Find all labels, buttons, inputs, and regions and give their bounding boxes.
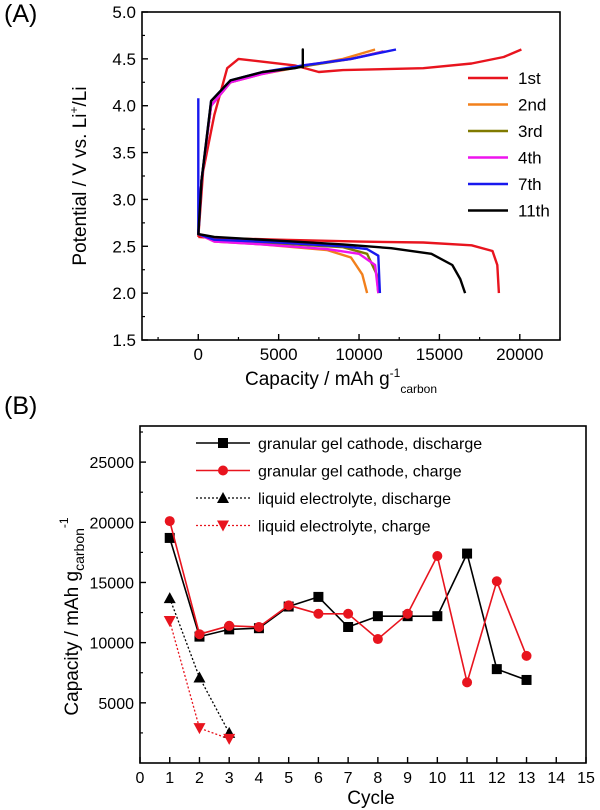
series-3-point [163, 615, 176, 627]
series-4th-charge-line [197, 50, 386, 236]
series-3rd-charge-line [197, 50, 384, 236]
y-tick-label: 20000 [90, 515, 135, 532]
series-0-point [491, 664, 502, 675]
chart-b-capacity-vs-cycle: 0 1 2 3 4 5 6 7 8 9 10 11 12 13 14 15500010000150002000… [57, 425, 595, 809]
x-tick-label: 5 [284, 770, 293, 787]
x-tick-label: 10 [428, 770, 446, 787]
x-tick-label: 0 [194, 345, 203, 364]
legend-label-4th: 4th [518, 149, 542, 168]
series-1-point [253, 621, 264, 632]
x-axis-label: Capacity / mAh g-1carbon [245, 366, 437, 396]
series-3-point [223, 733, 236, 745]
series-1-point [283, 600, 294, 611]
x-tick-label: 1 [165, 770, 174, 787]
x-tick-label: 0 [136, 770, 145, 787]
y-tick-label: 3.5 [112, 144, 136, 163]
x-tick-label: 3 [225, 770, 234, 787]
series-4th-discharge-line [197, 233, 380, 294]
series-0-point [313, 591, 324, 602]
chart-a-potential-vs-capacity: 0 5000 10000 15000 20000 1.5 2.0 2.5 3.0 3.5 4.0 4.… [67, 3, 561, 396]
series-2-point [163, 592, 176, 604]
legend-label-2nd: 2nd [518, 96, 546, 115]
y-tick-label: 25000 [90, 455, 135, 472]
legend-label-0: granular gel cathode, discharge [258, 436, 482, 453]
series-1-point [402, 608, 413, 619]
panel-label-a: (A) [4, 0, 38, 28]
y-tick-label: 10000 [90, 636, 135, 653]
y-tick-label: 3.0 [112, 190, 136, 209]
x-tick-label: 4 [254, 770, 263, 787]
legend-swatch-marker-1 [218, 465, 228, 476]
series-2-line [169, 597, 230, 734]
x-tick-label: 13 [518, 770, 536, 787]
series-1-point [462, 677, 473, 688]
legend-label-11th: 11th [518, 202, 550, 221]
y-tick-label: 15000 [90, 575, 135, 592]
x-tick-label: 12 [488, 770, 506, 787]
legend-label-7th: 7th [518, 175, 542, 194]
panel-label-b: (B) [4, 392, 38, 420]
y-tick-label: 2.5 [112, 237, 136, 256]
y-tick-label: 5000 [98, 696, 134, 713]
series-0-point [372, 611, 383, 622]
x-tick-label: 6 [314, 770, 323, 787]
series-2-point [193, 671, 206, 683]
series-1-point [491, 576, 502, 587]
x-tick-label: 20000 [496, 345, 543, 364]
series-3-point [193, 723, 206, 735]
series-0-point [164, 532, 175, 543]
series-0-point [343, 621, 354, 632]
x-tick-label: 8 [373, 770, 382, 787]
series-1-point [194, 629, 205, 640]
y-tick-label: 2.0 [112, 284, 136, 303]
legend-label-2: liquid electrolyte, discharge [258, 491, 451, 508]
y-axis-label: Potential / V vs. Li+/Li [67, 86, 91, 265]
series-11th-discharge-line [198, 232, 467, 294]
y-tick-label: 4.0 [112, 97, 136, 116]
series-0-point [462, 548, 473, 559]
x-tick-label: 15 [577, 770, 595, 787]
legend-swatch-marker-0 [218, 438, 228, 448]
legend-label-1: granular gel cathode, charge [258, 464, 462, 481]
x-tick-label: 7 [344, 770, 353, 787]
series-7th-discharge-line [197, 98, 382, 294]
x-tick-label: 11 [459, 770, 476, 787]
series-1-point [432, 550, 443, 561]
y-axis-label: Capacity / mAh gcarbon-1 [57, 517, 87, 715]
legend-swatch-marker-2 [217, 492, 229, 503]
plot-frame [141, 11, 561, 341]
x-axis-label: Cycle [347, 788, 395, 809]
y-tick-label: 5.0 [112, 3, 136, 22]
series-1-point [372, 634, 383, 645]
plot-frame [139, 425, 587, 764]
legend-label-1st: 1st [518, 69, 541, 88]
x-tick-label: 15000 [416, 345, 463, 364]
series-0-point [521, 674, 532, 685]
series-7th-charge-line [197, 48, 397, 236]
series-1-point [521, 650, 532, 661]
x-tick-label: 5000 [260, 345, 298, 364]
series-0-point [432, 611, 443, 622]
series-1st-charge-line [197, 48, 522, 237]
series-1-line [168, 520, 528, 686]
y-tick-label: 1.5 [112, 331, 136, 350]
y-tick-label: 4.5 [112, 50, 136, 69]
series-1-point [164, 516, 175, 527]
x-tick-label: 2 [195, 770, 204, 787]
legend-label-3rd: 3rd [518, 122, 543, 141]
legend-swatch-marker-3 [217, 520, 229, 532]
legend-label-3: liquid electrolyte, charge [258, 519, 431, 536]
series-1-point [313, 608, 324, 619]
x-tick-label: 14 [547, 770, 565, 787]
series-1-point [343, 608, 354, 619]
x-tick-label: 10000 [335, 345, 382, 364]
series-11th-charge-line [197, 48, 304, 236]
series-1-point [224, 620, 235, 631]
x-tick-label: 9 [403, 770, 412, 787]
series-3-line [169, 620, 230, 740]
